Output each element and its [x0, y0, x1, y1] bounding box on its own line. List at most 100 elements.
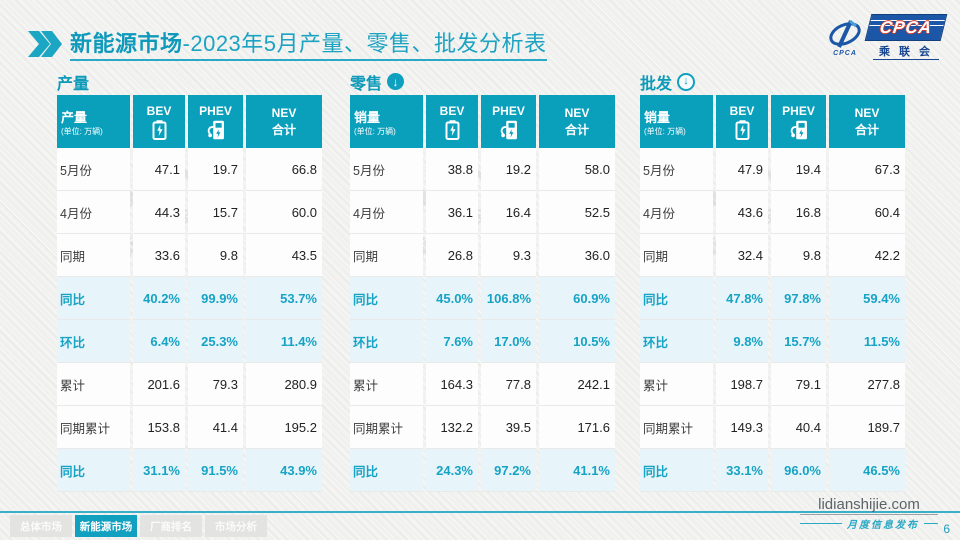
row-label: 4月份	[350, 191, 423, 234]
row-label: 4月份	[57, 191, 130, 234]
value-cell: 91.5%	[188, 449, 243, 492]
cpca-logo: CPCA CPCA 乘联会	[826, 14, 948, 60]
header-cell-bev: BEV	[716, 95, 768, 148]
footer-tagline-text: 月度信息发布	[847, 520, 919, 531]
value-cell: 153.8	[133, 406, 185, 449]
row-label: 4月份	[640, 191, 713, 234]
charger-icon	[790, 120, 807, 139]
nev-label-1: NEV	[854, 106, 880, 121]
header-unit: (单位: 万辆)	[354, 126, 396, 136]
header-cell-label: 销量 (单位: 万辆)	[350, 95, 423, 148]
nav-tab-overall-market[interactable]: 总体市场	[10, 515, 72, 537]
row-label: 同比	[350, 277, 423, 320]
row-label: 同比	[57, 277, 130, 320]
value-cell: 11.5%	[829, 320, 905, 363]
row-label: 环比	[57, 320, 130, 363]
value-cell: 43.6	[716, 191, 768, 234]
nev-label-2: 合计	[564, 122, 589, 137]
row-label: 5月份	[57, 148, 130, 191]
row-label: 同期累计	[350, 406, 423, 449]
value-cell: 7.6%	[426, 320, 478, 363]
production-table: CPCA 乘联会 产量 产量 (单位: 万辆) BEV PHEV NEV 合计	[57, 68, 322, 492]
phev-label: PHEV	[782, 103, 815, 118]
value-cell: 40.4	[771, 406, 826, 449]
value-cell: 10.5%	[539, 320, 615, 363]
section-row-retail: 零售 ↓	[350, 68, 615, 95]
value-cell: 26.8	[426, 234, 478, 277]
value-cell: 59.4%	[829, 277, 905, 320]
phev-label: PHEV	[199, 103, 232, 118]
nav-tab-manufacturer-ranking[interactable]: 厂商排名	[140, 515, 202, 537]
row-label: 同比	[57, 449, 130, 492]
charger-icon	[207, 120, 224, 139]
logo-cpca-text: CPCA	[878, 17, 934, 37]
value-cell: 16.8	[771, 191, 826, 234]
value-cell: 39.5	[481, 406, 536, 449]
header-unit: (单位: 万辆)	[61, 126, 103, 136]
phev-label: PHEV	[492, 103, 525, 118]
header-cell-nev: NEV 合计	[539, 95, 615, 148]
value-cell: 43.5	[246, 234, 322, 277]
down-arrow-icon: ↓	[677, 72, 696, 91]
bev-label: BEV	[439, 103, 465, 118]
nav-tab-nev-market[interactable]: 新能源市场	[75, 515, 137, 537]
row-label: 同期累计	[57, 406, 130, 449]
value-cell: 96.0%	[771, 449, 826, 492]
row-label: 环比	[640, 320, 713, 363]
value-cell: 19.7	[188, 148, 243, 191]
wholesale-grid: 销量 (单位: 万辆) BEV PHEV NEV 合计 5月份 47.9 19.…	[640, 95, 905, 492]
header-cell-label: 产量 (单位: 万辆)	[57, 95, 130, 148]
value-cell: 47.9	[716, 148, 768, 191]
value-cell: 201.6	[133, 363, 185, 406]
nav-tab-market-analysis[interactable]: 市场分析	[205, 515, 267, 537]
footer-tagline: 月度信息发布	[800, 516, 938, 531]
value-cell: 15.7%	[771, 320, 826, 363]
battery-icon	[735, 119, 749, 140]
row-label: 同期	[350, 234, 423, 277]
retail-table: CPCA 乘联会 零售 ↓ 销量 (单位: 万辆) BEV PHEV NEV 合…	[350, 68, 615, 492]
section-row-production: 产量	[57, 68, 322, 95]
value-cell: 198.7	[716, 363, 768, 406]
section-title-wholesale: 批发	[640, 75, 673, 93]
page-title-rest: -2023年5月产量、零售、批发分析表	[182, 31, 547, 56]
wholesale-table: CPCA 乘联会 批发 ↓ 销量 (单位: 万辆) BEV PHEV NEV 合…	[640, 68, 905, 492]
value-cell: 33.6	[133, 234, 185, 277]
header-cell-label: 销量 (单位: 万辆)	[640, 95, 713, 148]
value-cell: 42.2	[829, 234, 905, 277]
value-cell: 79.3	[188, 363, 243, 406]
row-label: 5月份	[640, 148, 713, 191]
row-label: 累计	[350, 363, 423, 406]
logo-org-text: 乘联会	[873, 43, 939, 60]
row-label: 5月份	[350, 148, 423, 191]
nev-label-2: 合计	[271, 122, 296, 137]
value-cell: 77.8	[481, 363, 536, 406]
value-cell: 41.4	[188, 406, 243, 449]
row-label: 环比	[350, 320, 423, 363]
value-cell: 97.8%	[771, 277, 826, 320]
value-cell: 6.4%	[133, 320, 185, 363]
value-cell: 60.0	[246, 191, 322, 234]
value-cell: 277.8	[829, 363, 905, 406]
value-cell: 45.0%	[426, 277, 478, 320]
value-cell: 9.8	[188, 234, 243, 277]
value-cell: 36.1	[426, 191, 478, 234]
value-cell: 32.4	[716, 234, 768, 277]
value-cell: 79.1	[771, 363, 826, 406]
page-title: 新能源市场-2023年5月产量、零售、批发分析表	[70, 26, 547, 61]
header-label: 产量	[61, 109, 88, 125]
logo-swoosh-sub: CPCA	[833, 50, 857, 57]
battery-icon	[445, 119, 459, 140]
value-cell: 60.4	[829, 191, 905, 234]
footer-site-url[interactable]: lidianshijie.com	[800, 496, 938, 515]
value-cell: 242.1	[539, 363, 615, 406]
value-cell: 36.0	[539, 234, 615, 277]
header-cell-nev: NEV 合计	[829, 95, 905, 148]
value-cell: 52.5	[539, 191, 615, 234]
value-cell: 280.9	[246, 363, 322, 406]
row-label: 累计	[640, 363, 713, 406]
page-number: 6	[943, 522, 950, 536]
value-cell: 132.2	[426, 406, 478, 449]
logo-right: CPCA 乘联会	[864, 14, 948, 60]
logo-box: CPCA	[864, 14, 948, 41]
nev-label-2: 合计	[854, 122, 879, 137]
